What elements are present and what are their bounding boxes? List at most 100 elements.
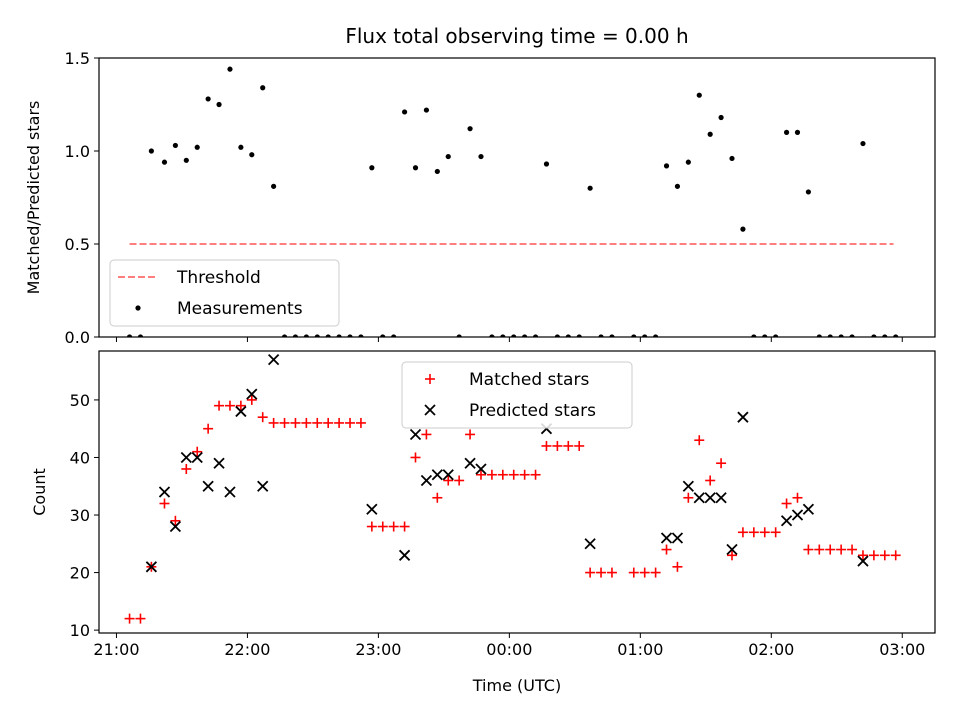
- axes-frame: [98, 57, 936, 338]
- data-point: [660, 532, 673, 544]
- data-point: [312, 417, 323, 428]
- x-tick-label: 03:00: [879, 640, 925, 659]
- data-point: [391, 334, 397, 337]
- data-point: [751, 334, 757, 337]
- data-point: [401, 109, 408, 115]
- data-point: [292, 334, 299, 337]
- x-axis-label: Time (UTC): [472, 676, 561, 695]
- data-point: [194, 144, 200, 150]
- data-point: [203, 423, 214, 434]
- legend-label: Threshold: [176, 268, 261, 288]
- data-point: [650, 567, 661, 578]
- data-point: [532, 334, 539, 337]
- series-matched-stars: [124, 394, 901, 624]
- data-point: [707, 131, 713, 137]
- data-point: [213, 457, 225, 469]
- data-point: [704, 492, 716, 504]
- x-tick-label: 21:00: [93, 640, 139, 659]
- data-point: [718, 114, 724, 121]
- data-point: [216, 101, 222, 108]
- data-point: [486, 469, 497, 480]
- data-point: [554, 334, 560, 337]
- legend: Matched stars Predicted stars: [401, 361, 633, 429]
- x-tick-label: 02:00: [748, 640, 794, 659]
- data-point: [748, 527, 759, 538]
- data-point: [672, 561, 683, 572]
- data-point: [398, 549, 411, 561]
- data-point: [791, 509, 804, 521]
- data-point: [857, 550, 868, 561]
- data-point: [814, 544, 825, 555]
- data-point: [596, 567, 607, 578]
- data-point: [432, 492, 443, 503]
- data-point: [257, 412, 268, 423]
- data-point: [181, 463, 192, 474]
- data-point: [770, 527, 781, 538]
- data-point: [137, 334, 144, 337]
- data-point: [475, 469, 486, 480]
- data-point: [475, 463, 487, 475]
- data-point: [500, 334, 506, 337]
- data-point: [565, 334, 571, 337]
- y-tick-label: 50: [70, 391, 90, 410]
- data-point: [552, 440, 563, 451]
- data-point: [279, 417, 290, 428]
- data-point: [271, 183, 277, 189]
- data-point: [267, 353, 280, 366]
- data-point: [172, 142, 178, 149]
- data-point: [663, 163, 670, 169]
- data-point: [511, 334, 517, 337]
- x-tick-label: 22:00: [224, 640, 270, 659]
- data-point: [410, 452, 421, 463]
- data-point: [792, 492, 803, 503]
- legend-swatch: [424, 404, 436, 416]
- data-point: [716, 458, 727, 469]
- data-point: [202, 480, 214, 492]
- data-point: [161, 159, 168, 165]
- data-point: [148, 148, 154, 154]
- data-point: [355, 417, 366, 428]
- data-point: [737, 527, 748, 538]
- data-point: [868, 550, 879, 561]
- data-point: [661, 544, 672, 555]
- series-predicted-stars: [145, 353, 869, 573]
- data-point: [671, 532, 684, 544]
- data-point: [683, 492, 694, 503]
- y-tick-label: 0.5: [65, 235, 90, 254]
- data-point: [238, 144, 244, 150]
- data-point: [358, 334, 364, 337]
- data-point: [519, 469, 530, 480]
- data-point: [794, 129, 801, 135]
- data-point: [802, 503, 815, 515]
- data-point: [740, 226, 746, 232]
- data-point: [423, 107, 430, 113]
- data-point: [290, 417, 301, 428]
- data-point: [584, 538, 596, 550]
- legend-label: Measurements: [177, 299, 303, 319]
- data-point: [191, 451, 203, 464]
- y-tick-label: 20: [70, 564, 90, 583]
- data-point: [836, 544, 847, 555]
- data-point: [235, 405, 247, 418]
- legend-swatch: [425, 374, 435, 384]
- data-point: [508, 469, 519, 480]
- x-tick-label: 23:00: [355, 640, 401, 659]
- data-point: [159, 498, 170, 509]
- y-tick-label: 40: [70, 448, 90, 467]
- plot-area: [126, 66, 899, 337]
- legend: Threshold Measurements: [109, 259, 340, 327]
- data-point: [301, 417, 312, 428]
- data-point: [268, 417, 279, 428]
- data-point: [882, 334, 888, 337]
- data-point: [805, 189, 811, 195]
- y-tick-label: 1.5: [65, 49, 90, 68]
- data-point: [205, 96, 211, 102]
- data-point: [860, 140, 866, 147]
- data-point: [478, 153, 484, 160]
- data-point: [871, 334, 877, 337]
- data-point: [445, 153, 451, 160]
- data-point: [696, 92, 702, 98]
- data-point: [715, 492, 727, 504]
- data-point: [158, 486, 171, 498]
- data-point: [838, 334, 844, 337]
